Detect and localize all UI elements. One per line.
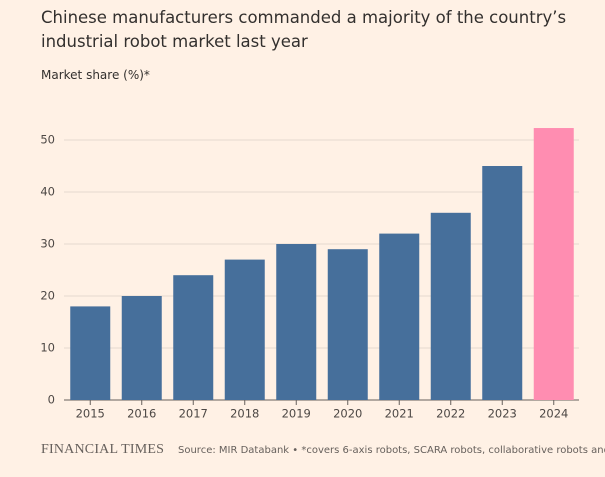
bar xyxy=(121,296,162,400)
y-axis-label: Market share (%)* xyxy=(41,68,150,82)
x-tick-label: 2019 xyxy=(282,407,311,421)
y-tick-label: 10 xyxy=(40,341,55,355)
x-tick-label: 2016 xyxy=(127,407,156,421)
bar xyxy=(224,259,265,400)
x-tick-label: 2023 xyxy=(488,407,517,421)
y-tick-label: 40 xyxy=(40,185,55,199)
bar xyxy=(327,249,368,400)
bar xyxy=(430,212,471,400)
x-tick-label: 2022 xyxy=(436,407,465,421)
y-tick-label: 30 xyxy=(40,237,55,251)
bar xyxy=(533,128,574,401)
bar xyxy=(173,275,214,400)
bar xyxy=(276,244,317,400)
x-tick-label: 2021 xyxy=(385,407,414,421)
bar xyxy=(482,166,523,400)
x-tick-label: 2018 xyxy=(230,407,259,421)
y-tick-label: 0 xyxy=(48,393,55,407)
y-tick-label: 20 xyxy=(40,289,55,303)
chart-title: Chinese manufacturers commanded a majori… xyxy=(41,8,567,51)
bar xyxy=(379,233,420,400)
source-note: Source: MIR Databank • *covers 6-axis ro… xyxy=(178,445,605,456)
x-tick-label: 2024 xyxy=(539,407,568,421)
x-tick-label: 2017 xyxy=(179,407,208,421)
y-tick-label: 50 xyxy=(40,133,55,147)
x-tick-label: 2015 xyxy=(76,407,105,421)
x-tick-label: 2020 xyxy=(333,407,362,421)
bar xyxy=(70,306,111,400)
brand: FINANCIAL TIMES xyxy=(41,442,165,457)
